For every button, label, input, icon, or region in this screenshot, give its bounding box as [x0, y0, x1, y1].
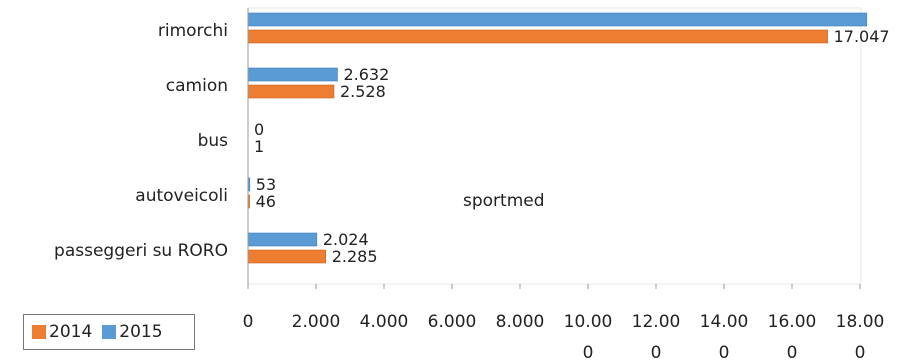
category-label: passeggeri su RORO	[54, 241, 228, 261]
bar-2015-0	[247, 12, 868, 27]
tick-label: 0	[719, 343, 730, 363]
bar-2015-4	[247, 232, 318, 247]
data-label: 2.632	[343, 65, 389, 84]
data-label: 53	[256, 175, 276, 194]
tick-label: 10.00	[564, 312, 613, 332]
tick-label: 16.00	[768, 312, 817, 332]
tick-label: 0	[243, 312, 254, 332]
tick-label: 8.000	[496, 312, 545, 332]
bar-2014-4	[247, 249, 326, 264]
tick-label: 6.000	[428, 312, 477, 332]
tick-label: 12.00	[632, 312, 681, 332]
data-label: 46	[256, 192, 276, 211]
bar-2014-1	[247, 84, 335, 99]
tick-label: 2.000	[292, 312, 341, 332]
data-label: 2.024	[323, 230, 369, 249]
tick-label: 4.000	[360, 312, 409, 332]
legend-item-2015: 2015	[102, 322, 163, 342]
legend-swatch-2015	[102, 325, 117, 339]
tick-label: 0	[583, 343, 594, 363]
tick-label: 0	[651, 343, 662, 363]
bar-2014-0	[247, 29, 828, 44]
data-label: 17.047	[834, 27, 890, 46]
category-label: bus	[198, 131, 229, 151]
tick-label: 18.00	[836, 312, 885, 332]
category-label: rimorchi	[158, 21, 228, 41]
legend-item-2014: 2014	[32, 322, 92, 342]
data-label: 2.528	[340, 82, 386, 101]
legend-label-2014: 2014	[49, 322, 93, 342]
category-label: camion	[166, 76, 228, 96]
legend: 2014 2015	[23, 314, 195, 350]
tick-label: 0	[855, 343, 866, 363]
data-label: 2.285	[332, 247, 378, 266]
tick-label: 14.00	[700, 312, 749, 332]
chart-annotation: sportmed	[463, 191, 545, 211]
tick-label: 0	[787, 343, 798, 363]
data-label: 0	[254, 120, 264, 139]
data-label: 1	[254, 137, 264, 156]
category-label: autoveicoli	[135, 186, 228, 206]
bar-2015-1	[247, 67, 338, 82]
legend-swatch-2014	[32, 325, 46, 339]
legend-label-2015: 2015	[119, 322, 163, 342]
